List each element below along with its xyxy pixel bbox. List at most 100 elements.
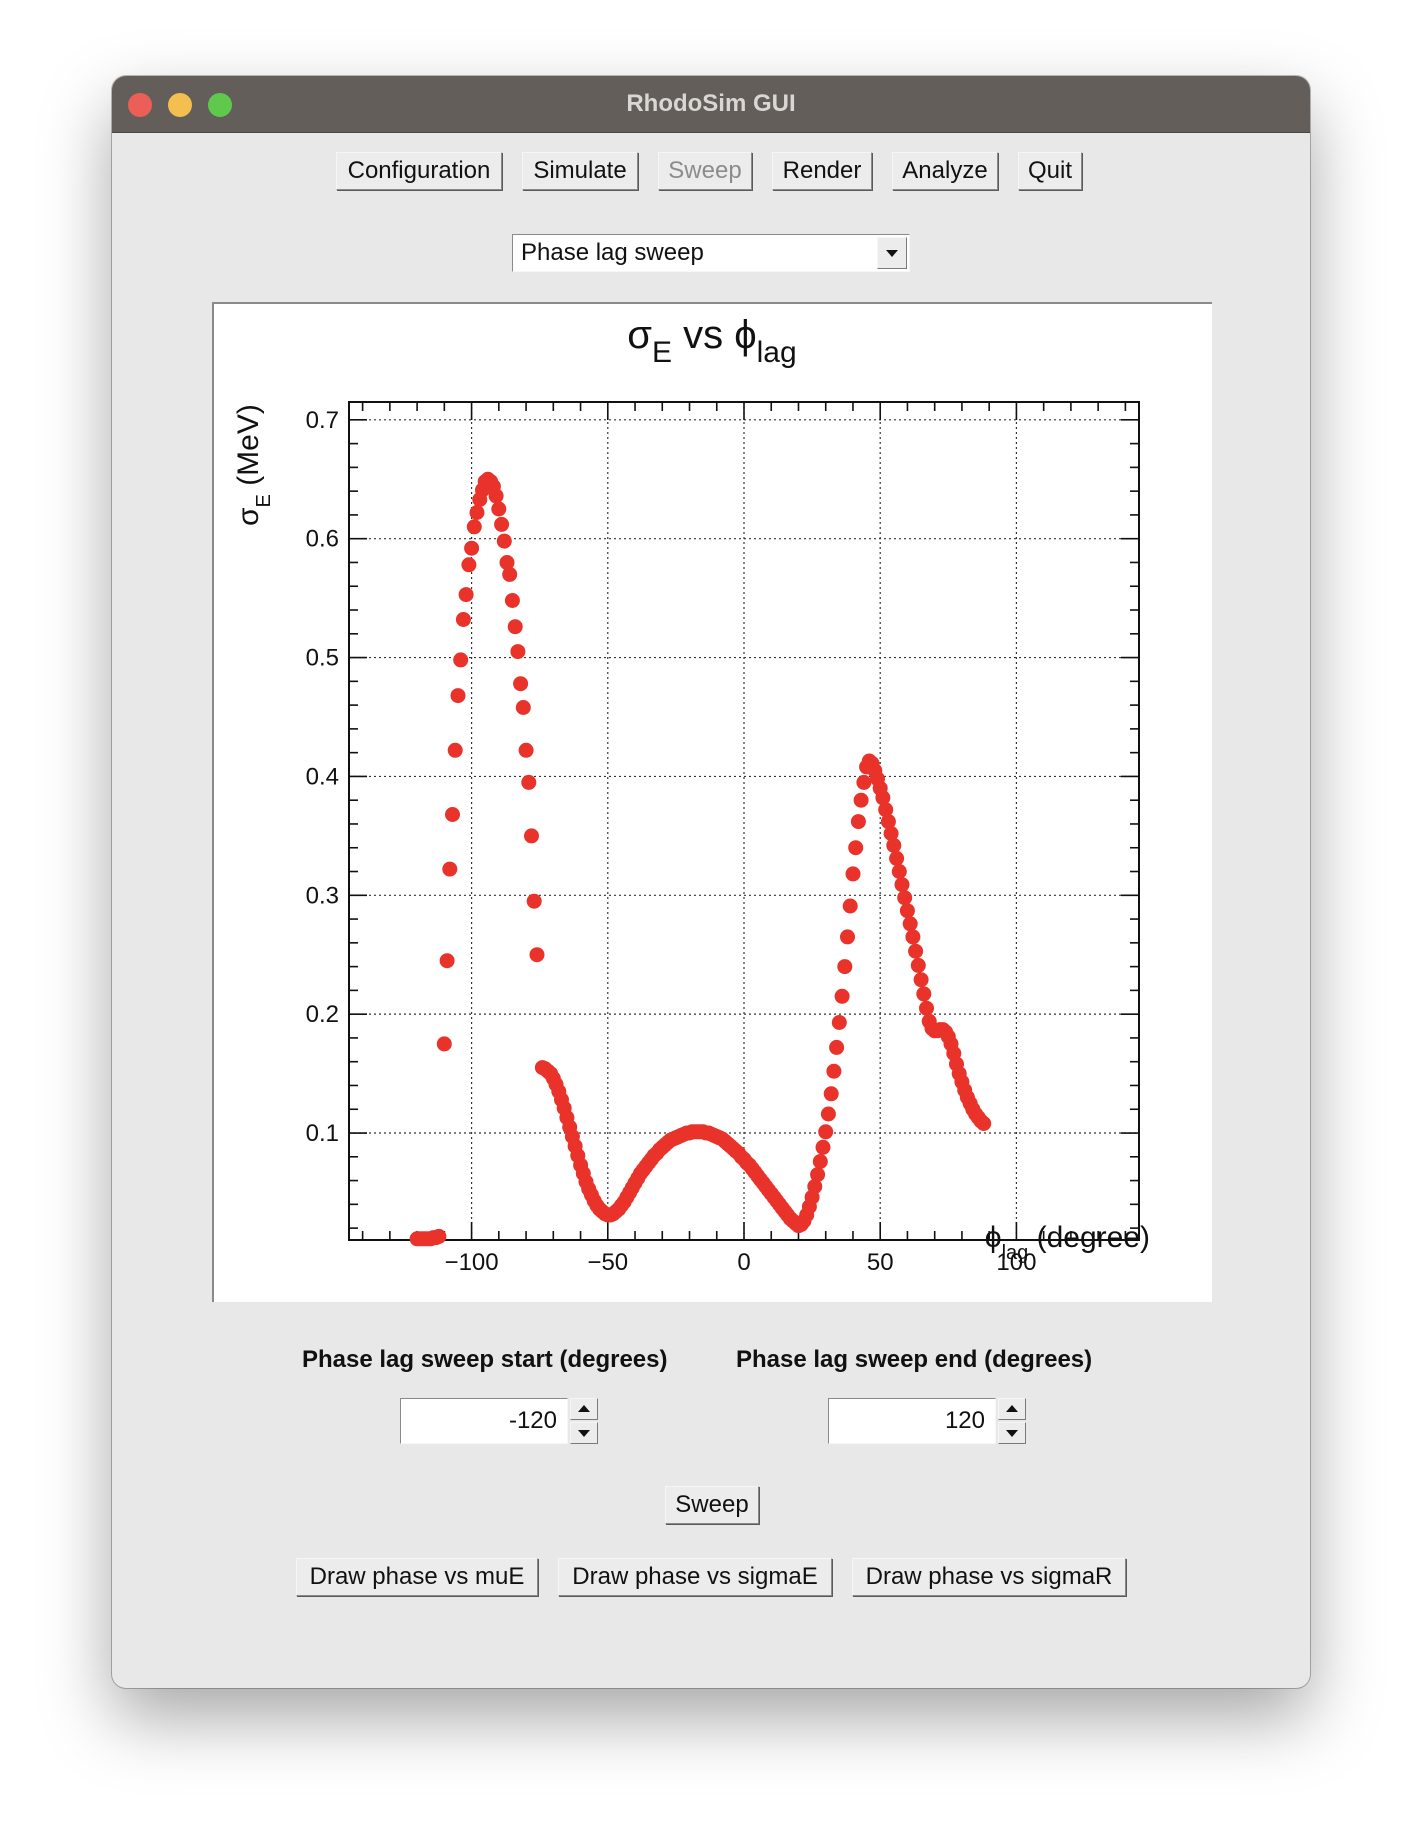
chart-title-sigma-sub: E <box>652 336 672 369</box>
sweep-start-label: Phase lag sweep start (degrees) <box>302 1346 668 1373</box>
draw-phase-vs-mue-button[interactable]: Draw phase vs muE <box>296 1558 538 1596</box>
close-window-button[interactable] <box>128 93 152 117</box>
sweep-start-increment-button[interactable] <box>570 1398 598 1420</box>
data-point <box>891 864 907 879</box>
y-axis-label: σE (MeV) <box>232 404 275 526</box>
run-sweep-button[interactable]: Sweep <box>665 1486 759 1524</box>
data-point <box>491 501 507 517</box>
data-point <box>899 903 915 919</box>
y-tick-label: 0.6 <box>306 526 339 553</box>
data-point <box>818 1124 834 1140</box>
data-point <box>889 850 905 866</box>
minimize-window-button[interactable] <box>168 93 192 117</box>
title-bar: RhodoSim GUI <box>112 76 1310 133</box>
data-point <box>469 505 485 520</box>
draw-phase-vs-sigmae-button[interactable]: Draw phase vs sigmaE <box>558 1558 832 1596</box>
chart-points <box>409 471 992 1247</box>
data-point <box>431 1228 447 1244</box>
zoom-window-button[interactable] <box>208 93 232 117</box>
chart-title-vs: vs <box>672 313 734 357</box>
x-axis-label-unit: (degree) <box>1028 1221 1150 1254</box>
data-point <box>810 1167 826 1183</box>
data-point <box>829 1039 845 1055</box>
chevron-down-icon[interactable] <box>877 237 907 269</box>
data-point <box>524 828 539 844</box>
data-point <box>453 652 469 668</box>
chart-title: σE vs ϕlag <box>627 313 796 369</box>
data-point <box>883 826 899 841</box>
data-point <box>831 1015 847 1030</box>
chart-title-sigma: σ <box>627 313 652 357</box>
data-point <box>513 676 529 692</box>
sweep-start-input[interactable]: -120 <box>400 1398 568 1444</box>
y-tick-label: 0.7 <box>306 407 339 434</box>
data-point <box>919 1000 934 1016</box>
data-point <box>856 774 872 790</box>
data-point <box>878 802 894 818</box>
sweep-end-input[interactable]: 120 <box>828 1398 996 1444</box>
data-point <box>521 774 537 790</box>
window-title: RhodoSim GUI <box>626 90 796 117</box>
data-point <box>823 1086 839 1102</box>
data-point <box>894 877 910 893</box>
plot-canvas: σE vs ϕlag −100 −50 0 50 100 0.1 0.2 0.3 0.4 0.5 0… <box>212 302 1212 1302</box>
x-tick-label: 0 <box>737 1249 750 1276</box>
quit-button[interactable]: Quit <box>1018 152 1082 190</box>
data-point <box>897 890 913 906</box>
data-point <box>908 943 924 959</box>
data-point <box>488 488 504 504</box>
x-tick-label: −100 <box>445 1249 499 1276</box>
data-point <box>826 1063 842 1079</box>
data-point <box>455 612 471 627</box>
y-tick-label: 0.4 <box>306 763 339 790</box>
data-point <box>820 1106 836 1122</box>
chart-title-phi-sub: lag <box>757 336 797 369</box>
x-tick-label: 100 <box>996 1249 1036 1276</box>
analyze-button[interactable]: Analyze <box>892 152 998 190</box>
y-axis-label-sigma: σ <box>232 507 265 526</box>
sweep-end-decrement-button[interactable] <box>998 1422 1026 1444</box>
x-axis-label: ϕlag (degree) <box>985 1221 1150 1264</box>
data-point <box>515 700 531 715</box>
data-point <box>464 540 480 556</box>
simulate-button[interactable]: Simulate <box>522 152 638 190</box>
data-point <box>510 644 526 660</box>
draw-phase-vs-sigmar-button[interactable]: Draw phase vs sigmaR <box>852 1558 1126 1596</box>
data-point <box>853 792 869 808</box>
data-point <box>850 814 866 830</box>
data-point <box>445 807 460 822</box>
data-point <box>461 557 477 573</box>
sweep-end-increment-button[interactable] <box>998 1398 1026 1420</box>
configuration-button[interactable]: Configuration <box>336 152 502 190</box>
render-button[interactable]: Render <box>772 152 872 190</box>
sweep-type-value: Phase lag sweep <box>521 239 704 266</box>
data-point <box>494 516 510 532</box>
data-point <box>812 1154 828 1169</box>
data-point <box>496 533 512 549</box>
data-point <box>450 688 466 704</box>
data-point <box>837 959 853 975</box>
y-axis-label-sub: E <box>253 494 275 507</box>
sweep-start-stepper: -120 <box>400 1398 600 1444</box>
y-tick-label: 0.2 <box>306 1001 339 1028</box>
data-point <box>875 790 891 806</box>
data-point <box>910 957 926 973</box>
data-point <box>466 519 482 535</box>
data-point <box>499 555 515 570</box>
sweep-tab-button[interactable]: Sweep <box>658 152 752 190</box>
data-point <box>807 1179 823 1194</box>
sweep-start-decrement-button[interactable] <box>570 1422 598 1444</box>
data-point <box>976 1116 992 1131</box>
data-point <box>504 593 520 608</box>
x-axis-label-sub: lag <box>1002 1242 1029 1264</box>
y-tick-label: 0.3 <box>306 882 339 909</box>
data-point <box>902 916 918 932</box>
data-point <box>840 929 855 945</box>
y-tick-label: 0.1 <box>306 1120 339 1147</box>
data-point <box>845 866 861 882</box>
y-axis-label-unit: (MeV) <box>232 404 265 494</box>
data-point <box>913 972 929 988</box>
sweep-type-select[interactable]: Phase lag sweep <box>512 234 910 272</box>
data-point <box>916 986 932 1002</box>
data-point <box>880 814 896 830</box>
